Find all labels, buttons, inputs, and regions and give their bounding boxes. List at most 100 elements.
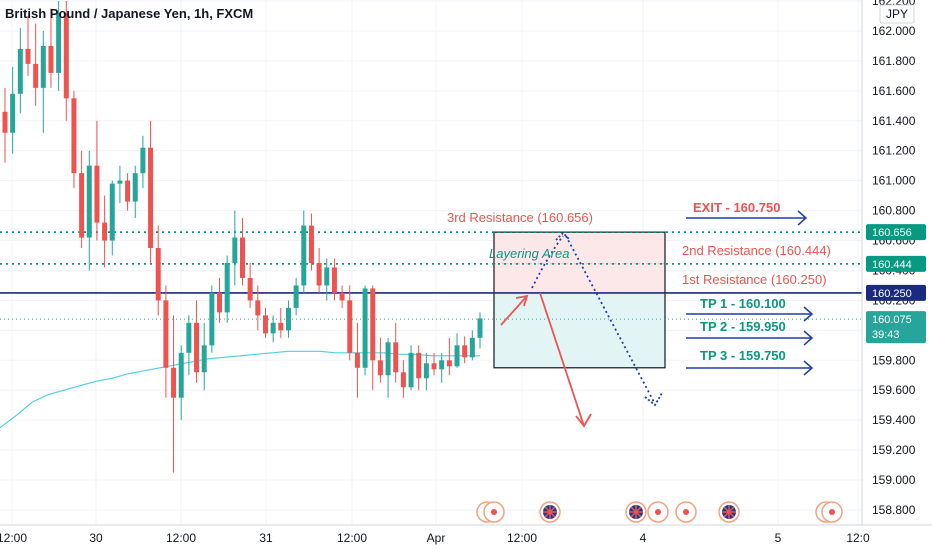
candle-body <box>247 277 253 301</box>
event-markers[interactable] <box>476 501 843 523</box>
down-arrow-dotted-head <box>644 392 663 407</box>
x-tick-label: 31 <box>259 531 273 545</box>
event-icon[interactable] <box>675 501 697 523</box>
candle-body <box>17 48 23 94</box>
x-tick-label: 12:00 <box>166 531 196 545</box>
event-icon[interactable] <box>483 501 505 523</box>
candle-body <box>171 367 177 398</box>
tp3-label: TP 3 - 159.750 <box>700 348 786 363</box>
x-tick-label: 30 <box>89 531 103 545</box>
x-tick-label: 12:0 <box>846 531 870 545</box>
uk-flag-icon[interactable] <box>539 501 561 523</box>
candle-body <box>155 248 161 301</box>
candle-body <box>186 322 192 353</box>
x-tick-label: 12:00 <box>337 531 367 545</box>
candle-body <box>316 262 322 286</box>
tp1-arrow <box>686 306 814 322</box>
candle-body <box>339 292 345 301</box>
candle-body <box>377 360 383 376</box>
y-tick-label: 162.200 <box>872 0 916 8</box>
candle-body <box>79 173 85 238</box>
candle-body <box>431 363 437 370</box>
y-tick-label: 159.400 <box>872 413 916 427</box>
current-price-text: 160.075 <box>872 314 912 326</box>
candle-body <box>48 45 54 73</box>
tp3-arrow <box>686 360 814 376</box>
candle-body <box>194 322 200 373</box>
candle-body <box>224 262 230 313</box>
candle-body <box>217 292 223 313</box>
candle-body <box>2 111 8 133</box>
zone-frame <box>493 231 666 369</box>
y-tick-label: 161.600 <box>872 84 916 98</box>
x-tick-label: 12:00 <box>0 531 27 545</box>
candle-body <box>354 352 360 368</box>
y-tick-label: 159.200 <box>872 443 916 457</box>
candle-body <box>423 363 429 379</box>
y-tick-label: 162.000 <box>872 24 916 38</box>
candle-body <box>132 173 138 202</box>
y-tick-label: 160.800 <box>872 204 916 218</box>
candle-body <box>148 147 154 249</box>
resistance-2-label: 2nd Resistance (160.444) <box>682 243 831 258</box>
candle-body <box>63 12 69 99</box>
projection-arrows <box>500 231 663 428</box>
time-axis[interactable]: 12:00 30 12:00 31 12:00 Apr 12:00 4 5 12:0 <box>0 531 870 545</box>
candle-body <box>201 345 207 373</box>
candle-body <box>454 345 460 367</box>
ma-line <box>0 350 480 429</box>
candle-body <box>324 267 330 286</box>
uk-flag-icon[interactable] <box>625 501 647 523</box>
exit-label: EXIT - 160.750 <box>693 200 780 215</box>
candle-body <box>262 315 268 334</box>
candle-body <box>56 12 62 73</box>
y-tick-label: 159.000 <box>872 473 916 487</box>
candle-body <box>308 225 314 263</box>
countdown-text: 39:43 <box>872 329 900 341</box>
tp2-arrow <box>686 330 814 346</box>
current-price-badge <box>866 311 926 344</box>
event-icon[interactable] <box>647 501 669 523</box>
up-arrow-red-head <box>515 294 529 307</box>
x-tick-label: Apr <box>427 531 446 545</box>
currency-text: JPY <box>886 7 908 21</box>
candle-body <box>416 352 422 379</box>
candle-body <box>71 98 77 174</box>
candle-body <box>362 288 368 368</box>
candle-body <box>385 342 391 376</box>
down-arrow-red-head <box>575 413 592 428</box>
resistance-1-label: 1st Resistance (160.250) <box>682 272 827 287</box>
moving-average <box>0 350 480 429</box>
candle-body <box>477 318 483 338</box>
candle-body <box>209 292 215 346</box>
price-badge <box>866 224 926 241</box>
candle-body <box>240 237 245 278</box>
candle-body <box>446 360 452 367</box>
candle-body <box>94 165 100 223</box>
candle-body <box>301 225 307 286</box>
price-badge <box>866 284 926 301</box>
price-badge <box>866 255 926 272</box>
price-grid <box>0 0 862 525</box>
candle-body <box>117 180 123 184</box>
down-arrow-red <box>539 292 585 427</box>
candle-body <box>102 222 108 241</box>
layering-area-label: Layering Area <box>489 246 569 261</box>
candlesticks <box>2 1 483 473</box>
uk-flag-icon[interactable] <box>718 501 740 523</box>
tp2-label: TP 2 - 159.950 <box>700 319 786 334</box>
y-tick-label: 161.200 <box>872 144 916 158</box>
currency-label: JPY <box>879 4 915 24</box>
x-tick-label: 12:00 <box>507 531 537 545</box>
y-tick-label: 159.600 <box>872 383 916 397</box>
candle-body <box>347 300 353 353</box>
event-icon[interactable] <box>821 501 843 523</box>
candle-body <box>40 45 46 88</box>
candle-body <box>25 48 31 64</box>
candle-body <box>278 322 284 331</box>
candle-body <box>232 237 238 263</box>
level-lines <box>0 231 862 320</box>
y-tick-label: 161.800 <box>872 54 916 68</box>
candle-body <box>10 93 16 133</box>
